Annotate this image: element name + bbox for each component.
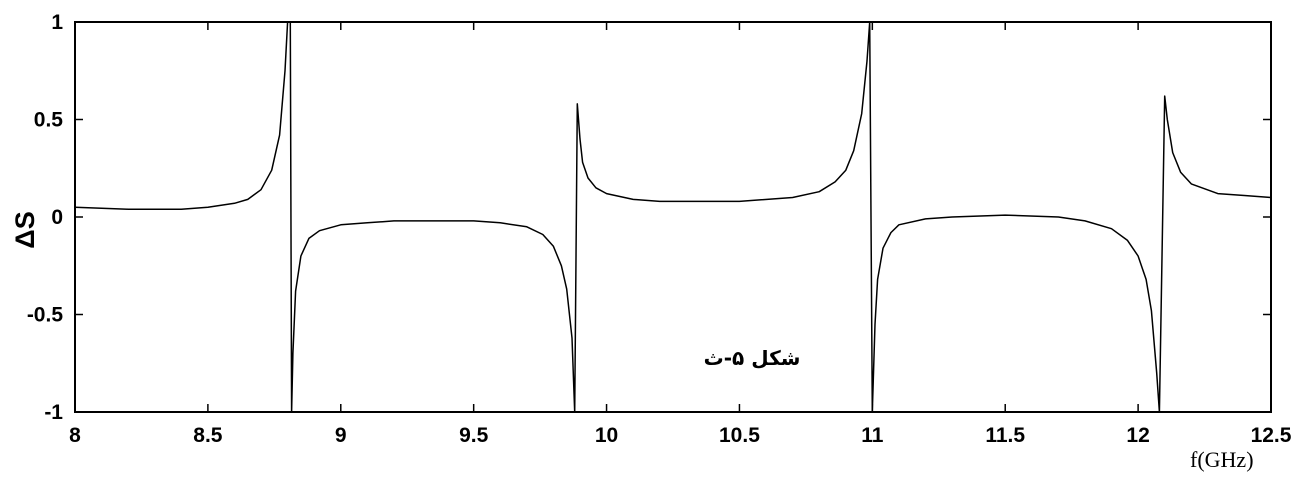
x-tick-label: 9	[335, 424, 347, 447]
x-tick-label: 11.5	[985, 424, 1025, 447]
y-tick-label: -1	[44, 401, 63, 424]
y-tick-label: 0.5	[34, 109, 64, 132]
y-tick-label: -0.5	[27, 304, 64, 327]
y-axis-title: ΔS	[10, 211, 40, 248]
x-tick-label: 10.5	[719, 424, 760, 447]
x-tick-label: 10	[595, 424, 618, 447]
y-tick-label: 1	[51, 11, 63, 34]
x-axis-title: f(GHz)	[1190, 447, 1254, 472]
x-tick-label: 8.5	[193, 424, 223, 447]
y-tick-label: 0	[51, 206, 63, 229]
x-tick-label: 12	[1126, 424, 1149, 447]
figure-annotation: شکل ۵-ث	[704, 346, 801, 370]
x-tick-label: 11	[861, 424, 884, 447]
data-line	[75, 22, 1271, 412]
x-tick-label: 9.5	[459, 424, 489, 447]
x-tick-label: 12.5	[1251, 424, 1292, 447]
plot-frame	[75, 22, 1271, 412]
x-tick-label: 8	[69, 424, 81, 447]
